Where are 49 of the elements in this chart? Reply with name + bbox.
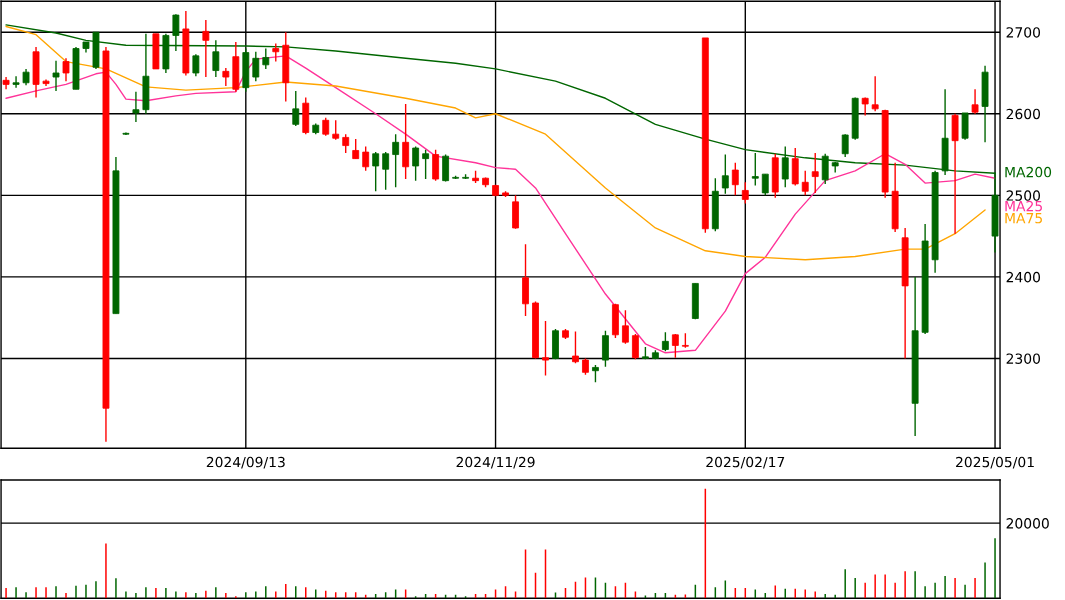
x-tick-label: 2025/02/17 bbox=[706, 456, 785, 469]
candlestick bbox=[62, 57, 70, 82]
candlestick bbox=[622, 309, 629, 345]
candlestick bbox=[721, 153, 729, 195]
line-series bbox=[5, 25, 986, 261]
candlestick bbox=[412, 145, 420, 182]
candlestick bbox=[292, 90, 300, 127]
y-tick-label: 2700 bbox=[1006, 27, 1041, 38]
candlestick bbox=[192, 53, 200, 77]
candlestick bbox=[202, 19, 210, 78]
candlestick bbox=[761, 173, 769, 197]
y-tick-label: 2400 bbox=[1006, 271, 1041, 283]
line-series bbox=[5, 55, 996, 354]
candlestick bbox=[392, 133, 400, 188]
series-label: MA25 bbox=[1005, 200, 1042, 212]
candlestick bbox=[372, 151, 380, 192]
y-tick-label: 20000 bbox=[1006, 518, 1049, 529]
x-tick-label: 2024/11/29 bbox=[456, 456, 535, 469]
candlestick bbox=[542, 320, 549, 377]
candlestick bbox=[212, 39, 220, 78]
candlestick bbox=[262, 47, 270, 70]
candlestick bbox=[871, 75, 879, 113]
x-tick-label: 2024/09/13 bbox=[206, 456, 285, 469]
candlestick bbox=[52, 60, 60, 92]
candlestick bbox=[422, 148, 430, 180]
candlestick bbox=[731, 162, 739, 197]
y-tick-label: 2500 bbox=[1006, 190, 1041, 201]
candlestick bbox=[342, 133, 350, 154]
x-tick-label: 2025/05/01 bbox=[956, 456, 1034, 469]
y-tick-label: 2300 bbox=[1006, 353, 1041, 364]
series-label: MA200 bbox=[1005, 166, 1052, 178]
candlestick bbox=[741, 181, 749, 205]
candlestick bbox=[671, 333, 679, 359]
candlestick bbox=[572, 330, 579, 365]
series-label: MA75 bbox=[1005, 213, 1042, 224]
candlestick bbox=[801, 170, 809, 197]
candlestick bbox=[352, 138, 360, 160]
candlestick bbox=[132, 91, 140, 123]
candlestick bbox=[332, 119, 340, 141]
y-tick-label: 2600 bbox=[1006, 108, 1041, 120]
candlestick bbox=[12, 75, 20, 89]
candlestick bbox=[811, 152, 819, 194]
candlestick bbox=[252, 51, 260, 82]
candlestick bbox=[362, 145, 370, 172]
candlestick bbox=[841, 133, 849, 158]
candlestick bbox=[661, 331, 669, 352]
candlestick bbox=[971, 88, 979, 115]
candlestick bbox=[631, 333, 639, 360]
candlestick bbox=[382, 151, 390, 191]
